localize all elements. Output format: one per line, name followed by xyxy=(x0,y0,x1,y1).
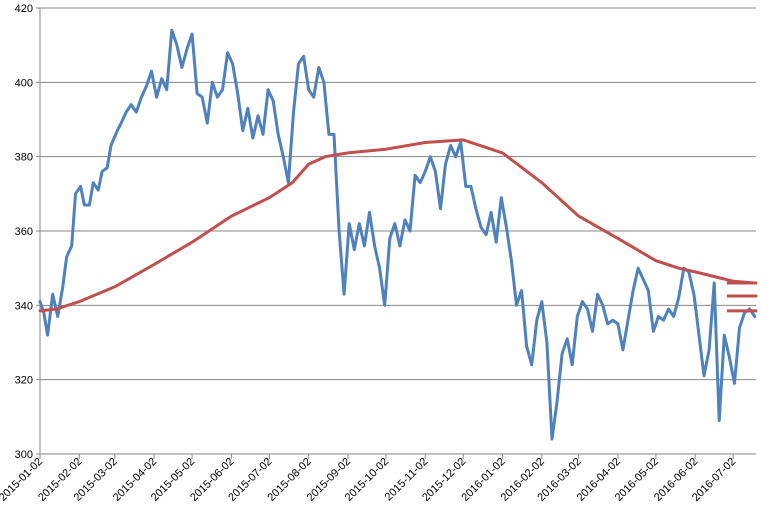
y-tick-label: 340 xyxy=(15,300,33,312)
y-tick-label: 400 xyxy=(15,77,33,89)
y-tick-label: 380 xyxy=(15,152,33,164)
y-axis-tick-labels: 300 320 340 360 380 400 420 xyxy=(15,3,33,461)
gridlines xyxy=(40,7,756,381)
y-tick-label: 360 xyxy=(15,226,33,238)
price-series-line xyxy=(38,28,757,441)
y-tick-label: 320 xyxy=(15,375,33,387)
x-axis-tick-labels: 2015-01-022015-02-022015-03-022015-04-02… xyxy=(0,456,738,504)
series xyxy=(38,28,758,441)
y-tick-label: 300 xyxy=(15,449,33,461)
y-tick-label: 420 xyxy=(15,3,33,15)
moving-average-series-line xyxy=(38,138,757,313)
axes xyxy=(36,7,756,459)
